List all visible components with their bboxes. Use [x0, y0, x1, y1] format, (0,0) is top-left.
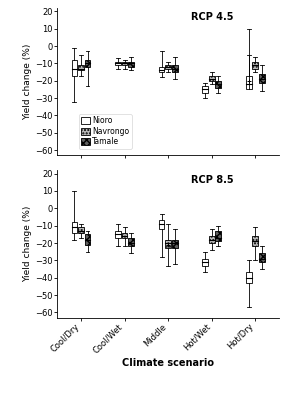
FancyBboxPatch shape	[72, 60, 77, 75]
FancyBboxPatch shape	[253, 236, 258, 247]
FancyBboxPatch shape	[78, 227, 84, 233]
FancyBboxPatch shape	[246, 75, 252, 89]
Text: RCP 8.5: RCP 8.5	[191, 175, 234, 185]
FancyBboxPatch shape	[253, 62, 258, 69]
FancyBboxPatch shape	[165, 239, 171, 248]
Text: RCP 4.5: RCP 4.5	[191, 12, 234, 22]
FancyBboxPatch shape	[85, 60, 90, 67]
FancyBboxPatch shape	[215, 231, 221, 241]
Y-axis label: Yield change (%): Yield change (%)	[23, 44, 32, 120]
FancyBboxPatch shape	[128, 62, 134, 67]
FancyBboxPatch shape	[202, 258, 208, 266]
FancyBboxPatch shape	[128, 238, 134, 247]
X-axis label: Climate scenario: Climate scenario	[122, 358, 214, 368]
FancyBboxPatch shape	[115, 231, 121, 238]
Legend: Nioro, Navrongo, Tamale: Nioro, Navrongo, Tamale	[79, 114, 132, 148]
FancyBboxPatch shape	[72, 222, 77, 233]
FancyBboxPatch shape	[259, 253, 265, 262]
FancyBboxPatch shape	[78, 65, 84, 70]
FancyBboxPatch shape	[209, 236, 215, 243]
FancyBboxPatch shape	[259, 74, 265, 83]
Y-axis label: Yield change (%): Yield change (%)	[23, 206, 32, 282]
FancyBboxPatch shape	[215, 81, 221, 88]
FancyBboxPatch shape	[115, 62, 121, 65]
FancyBboxPatch shape	[165, 65, 171, 69]
FancyBboxPatch shape	[246, 272, 252, 283]
FancyBboxPatch shape	[172, 65, 178, 72]
FancyBboxPatch shape	[159, 220, 164, 229]
FancyBboxPatch shape	[85, 234, 90, 245]
FancyBboxPatch shape	[122, 62, 127, 65]
FancyBboxPatch shape	[209, 75, 215, 81]
FancyBboxPatch shape	[202, 86, 208, 93]
FancyBboxPatch shape	[159, 67, 164, 72]
FancyBboxPatch shape	[122, 233, 127, 238]
FancyBboxPatch shape	[172, 239, 178, 248]
